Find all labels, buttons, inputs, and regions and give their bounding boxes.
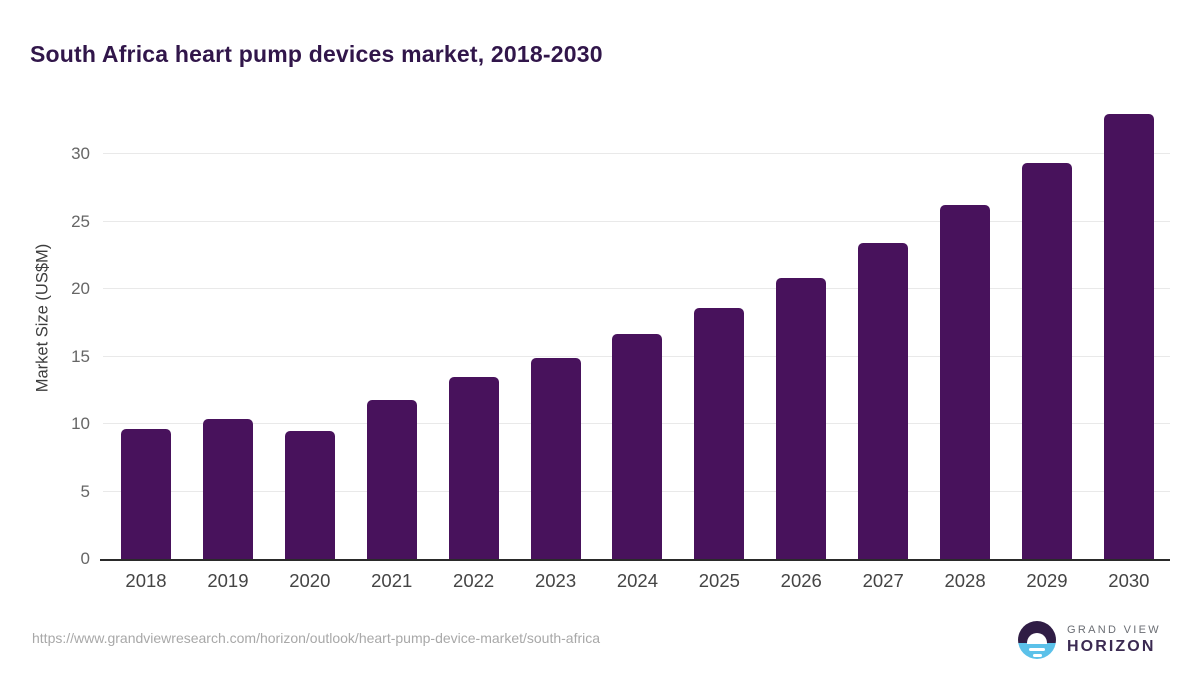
bar-2025 [694,307,745,559]
logo-wordmark: GRAND VIEW HORIZON [1067,624,1161,656]
x-tick-label-2019: 2019 [207,570,249,591]
x-tick-label-2018: 2018 [125,570,167,591]
x-axis-tick-labels: 2018 2019 2020 2021 2022 2023 2024 2025 2026 2027… [100,570,1170,592]
bar-2024 [612,333,663,559]
bar-2022 [448,376,499,559]
horizon-sun-icon [1018,621,1056,659]
logo-brand-bottom: HORIZON [1067,638,1156,655]
sun-shape [1027,633,1047,644]
bar-2028 [940,205,991,559]
water-ripple-narrow [1032,654,1042,657]
x-tick-label-2020: 2020 [289,570,331,591]
x-tick-label-2023: 2023 [534,570,577,591]
bar-2019 [202,418,253,559]
gridline-25 [103,220,1170,222]
logo-brand-top: GRAND VIEW [1067,624,1161,636]
x-tick-label-2029: 2029 [1026,570,1068,591]
bar-2020 [284,430,335,559]
bar-2027 [858,243,909,559]
x-tick-label-2027: 2027 [862,570,904,591]
x-axis-line [100,559,1170,561]
bar-2026 [776,278,827,559]
bar-2029 [1021,163,1072,559]
x-tick-label-2022: 2022 [453,570,495,591]
y-tick-label-25: 25 [71,211,90,231]
source-url: https://www.grandviewresearch.com/horizo… [32,630,601,646]
chart-title: South Africa heart pump devices market, … [30,41,603,68]
x-tick-label-2028: 2028 [944,570,986,591]
x-tick-label-2030: 2030 [1108,570,1150,591]
bar-2030 [1103,113,1154,559]
grand-view-horizon-logo: GRAND VIEW HORIZON [1018,621,1161,659]
bar-series [100,100,1170,559]
x-tick-label-2021: 2021 [371,570,413,591]
y-tick-label-30: 30 [71,144,90,163]
bar-2023 [530,357,581,559]
y-tick-label-5: 5 [80,481,90,501]
x-tick-label-2026: 2026 [780,570,822,591]
y-tick-label-10: 10 [71,414,90,433]
y-axis-tick-labels: 0 5 10 15 20 25 30 [0,100,90,568]
water-ripple-wide [1029,648,1045,651]
x-tick-label-2025: 2025 [698,570,740,591]
y-tick-label-0: 0 [80,549,90,568]
x-tick-label-2024: 2024 [616,570,659,591]
plot-area [100,100,1170,561]
gridline-30 [103,153,1170,154]
y-tick-label-15: 15 [71,346,90,366]
bar-2021 [366,399,417,559]
bar-2018 [121,429,171,559]
y-tick-label-20: 20 [71,279,90,298]
gridline-20 [103,288,1170,289]
